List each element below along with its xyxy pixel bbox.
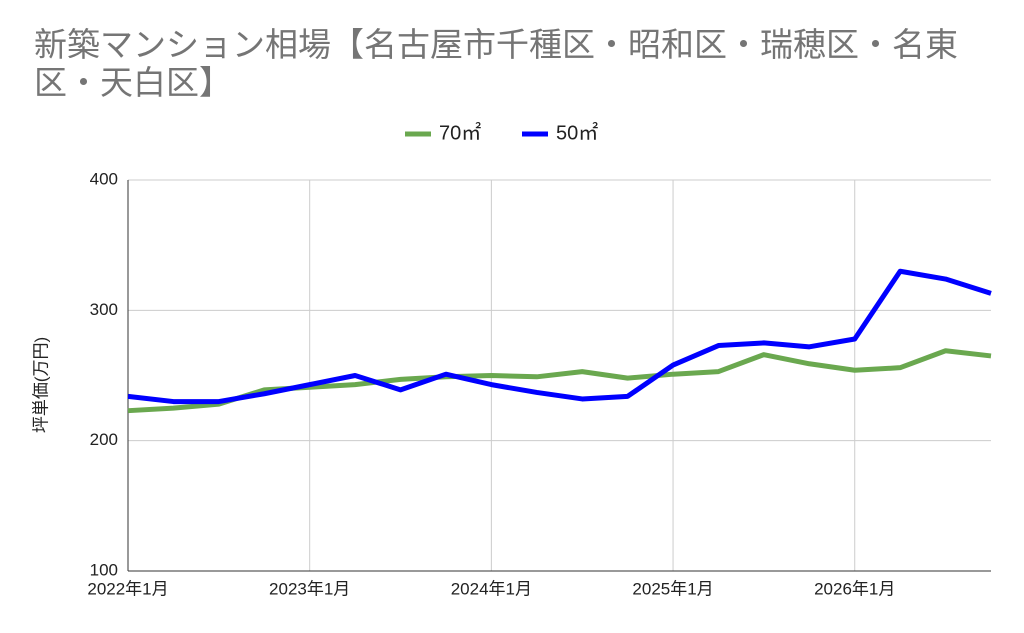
x-tick-label: 2026年1月 [814,579,895,598]
line-series [127,348,992,414]
legend-label: 50㎡ [556,120,598,144]
y-tick-label: 100 [90,560,118,579]
y-tick-label: 200 [90,430,118,449]
chart-title: 新築マンション相場【名古屋市千種区・昭和区・瑞穂区・名東区・天白区】 [34,25,958,102]
line-series [127,268,992,405]
x-tick-label: 2022年1月 [87,579,168,598]
legend-label: 70㎡ [439,120,481,144]
y-axis-label: 坪単価(万円) [31,337,50,433]
x-tick-label: 2023年1月 [269,579,350,598]
y-tick-label: 300 [90,300,118,319]
x-tick-label: 2024年1月 [451,579,532,598]
y-tick-label: 400 [90,169,118,188]
x-tick-label: 2025年1月 [632,579,713,598]
